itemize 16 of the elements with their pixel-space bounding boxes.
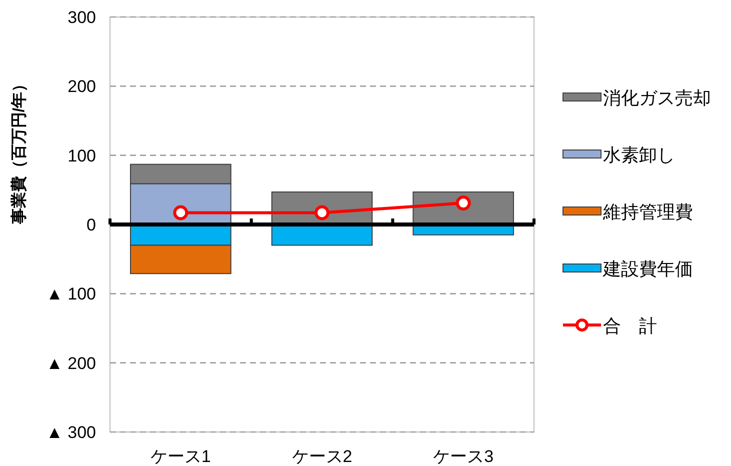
legend-label: 水素卸し <box>603 145 675 165</box>
y-tick-label: 300 <box>68 8 96 27</box>
y-tick-label: ▲ 100 <box>46 284 96 304</box>
y-tick-label: ▲ 200 <box>46 354 96 373</box>
y-tick-label: 100 <box>68 146 96 166</box>
x-tick-label: ケース2 <box>292 447 352 466</box>
x-tick-label: ケース3 <box>433 447 494 466</box>
legend-label: 建設費年価 <box>602 259 693 279</box>
y-tick-label: ▲ 300 <box>46 423 96 442</box>
y-axis-title: 事業費（百万円/年） <box>10 76 28 226</box>
x-tick-label: ケース1 <box>150 447 211 466</box>
y-tick-label: 0 <box>86 216 96 234</box>
legend-label: 維持管理費 <box>602 202 693 222</box>
legend-label: 消化ガス売却 <box>603 88 711 108</box>
y-tick-label: 200 <box>68 77 96 96</box>
legend-label: 合 計 <box>603 316 657 336</box>
